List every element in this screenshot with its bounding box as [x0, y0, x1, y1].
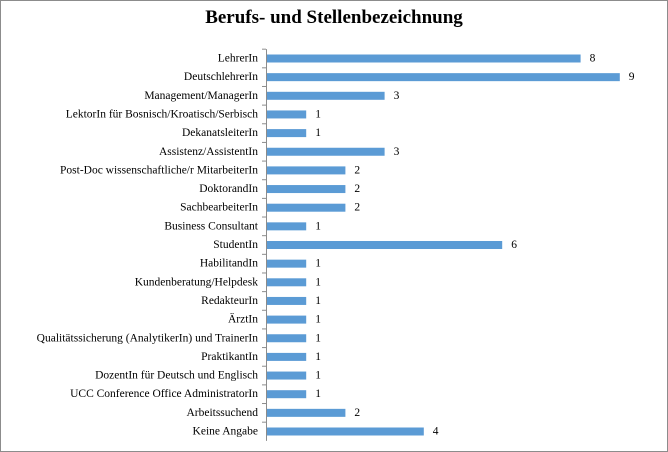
data-label: 2: [354, 164, 360, 176]
bar: [267, 203, 346, 212]
bar: [267, 408, 346, 417]
category-label: Business Consultant: [164, 220, 258, 232]
category-label: DeutschlehrerIn: [184, 71, 258, 83]
bar: [267, 334, 307, 343]
data-label: 1: [315, 351, 321, 363]
bar: [267, 166, 346, 175]
bar: [267, 241, 503, 249]
data-label: 1: [315, 258, 321, 270]
category-label: UCC Conference Office AdministratorIn: [70, 388, 258, 400]
category-label: LektorIn für Bosnisch/Kroatisch/Serbisch: [66, 108, 259, 120]
category-label: Arbeitssuchend: [186, 407, 258, 419]
category-label: DekanatsleiterIn: [182, 127, 258, 139]
chart-title: Berufs- und Stellenbezeichnung: [205, 7, 463, 28]
bar: [267, 54, 581, 63]
category-label: SachbearbeiterIn: [180, 202, 258, 214]
data-label: 1: [315, 276, 321, 288]
data-label: 1: [315, 388, 321, 400]
category-label: Keine Angabe: [193, 426, 258, 438]
data-label: 1: [315, 127, 321, 139]
bar: [267, 390, 307, 399]
bar: [267, 315, 307, 324]
bar: [267, 110, 307, 119]
bar: [267, 371, 307, 380]
data-label: 2: [354, 202, 360, 214]
data-label: 9: [629, 71, 635, 83]
bar: [267, 259, 307, 268]
data-label: 1: [315, 314, 321, 326]
category-label: Post-Doc wissenschaftliche/r Mitarbeiter…: [60, 164, 258, 176]
bar: [267, 222, 307, 231]
data-label: 6: [511, 239, 517, 251]
bar: [267, 278, 307, 287]
data-label: 1: [315, 108, 321, 120]
category-label: DoktorandIn: [199, 183, 258, 195]
category-label: Assistenz/AssistentIn: [159, 146, 258, 158]
category-label: LehrerIn: [218, 53, 258, 65]
bar: [267, 296, 307, 305]
bar: [267, 129, 307, 138]
bar: [267, 185, 346, 194]
category-label: DozentIn für Deutsch und Englisch: [95, 370, 258, 382]
bar: [267, 73, 620, 82]
category-label: Qualitätssicherung (AnalytikerIn) und Tr…: [37, 332, 259, 344]
data-label: 1: [315, 220, 321, 232]
category-label: Management/ManagerIn: [144, 90, 258, 102]
data-label: 8: [590, 53, 596, 65]
category-label: HabilitandIn: [200, 258, 258, 270]
bar: [267, 147, 385, 156]
category-label: PraktikantIn: [201, 351, 258, 363]
bar: [267, 352, 307, 361]
category-label: RedakteurIn: [201, 295, 258, 307]
data-label: 2: [354, 407, 360, 419]
data-label: 1: [315, 332, 321, 344]
data-label: 3: [394, 90, 400, 102]
data-label: 2: [354, 183, 360, 195]
data-label: 3: [394, 146, 400, 158]
data-label: 4: [433, 426, 439, 438]
bar: [267, 91, 385, 100]
category-label: StudentIn: [213, 239, 258, 251]
data-label: 1: [315, 370, 321, 382]
category-label: ÄrztIn: [228, 312, 258, 326]
bar: [267, 427, 424, 436]
data-label: 1: [315, 295, 321, 307]
category-label: Kundenberatung/Helpdesk: [135, 276, 259, 288]
